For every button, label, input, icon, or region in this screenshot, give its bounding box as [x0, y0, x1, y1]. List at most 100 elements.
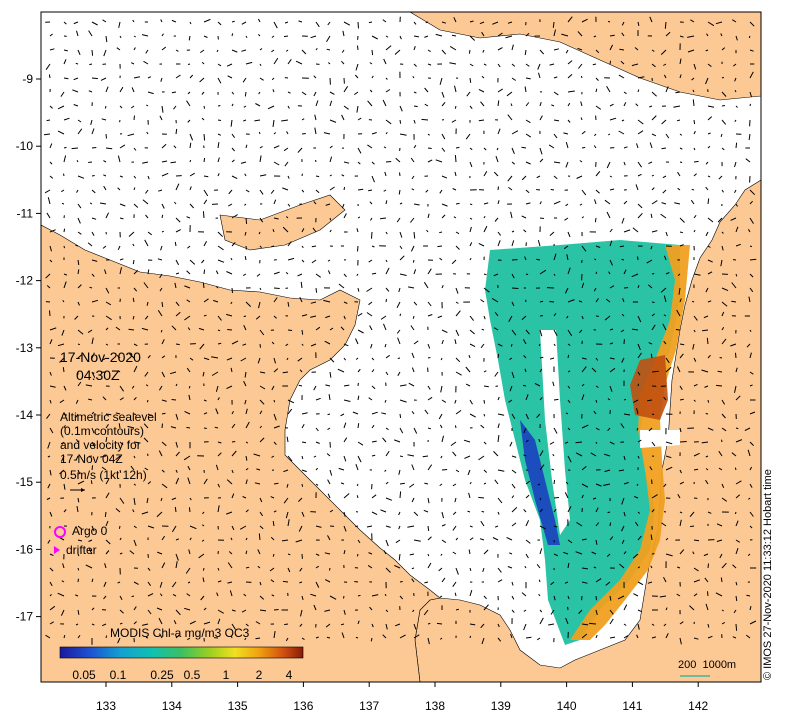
velocity-arrow: [215, 408, 219, 415]
velocity-arrow: [553, 119, 560, 122]
velocity-arrow: [75, 244, 79, 247]
velocity-arrow: [565, 412, 569, 415]
velocity-arrow: [312, 227, 317, 233]
velocity-arrow: [483, 215, 486, 219]
velocity-arrow: [679, 469, 682, 474]
velocity-arrow: [91, 49, 94, 56]
velocity-arrow: [549, 301, 555, 303]
velocity-arrow: [63, 385, 67, 391]
velocity-arrow: [259, 385, 266, 390]
velocity-arrow: [231, 20, 235, 23]
velocity-arrow: [186, 100, 191, 107]
velocity-arrow: [299, 296, 303, 303]
velocity-arrow: [253, 453, 261, 457]
velocity-arrow: [189, 21, 192, 25]
velocity-arrow: [651, 313, 655, 317]
velocity-arrow: [326, 453, 331, 457]
velocity-arrow: [91, 337, 94, 345]
velocity-arrow: [159, 581, 163, 588]
velocity-arrow: [105, 436, 108, 443]
velocity-arrow: [606, 161, 611, 169]
velocity-arrow: [701, 441, 709, 444]
velocity-arrow: [341, 203, 345, 209]
velocity-arrow: [735, 427, 739, 430]
velocity-arrow: [483, 63, 487, 66]
velocity-arrow: [441, 539, 447, 544]
velocity-arrow: [524, 565, 527, 569]
velocity-arrow: [91, 175, 95, 177]
velocity-arrow: [324, 340, 331, 345]
velocity-arrow: [424, 103, 429, 107]
velocity-arrow: [217, 580, 222, 583]
velocity-arrow: [117, 581, 121, 584]
velocity-arrow: [189, 142, 192, 149]
velocity-arrow: [231, 411, 234, 415]
velocity-arrow: [480, 424, 485, 429]
velocity-arrow: [553, 479, 556, 485]
velocity-arrow: [748, 35, 751, 39]
velocity-arrow: [427, 343, 431, 349]
velocity-arrow: [594, 199, 597, 205]
velocity-arrow: [156, 607, 163, 611]
velocity-arrow: [147, 413, 152, 417]
velocity-arrow: [57, 592, 65, 597]
velocity-arrow: [704, 577, 709, 583]
velocity-arrow: [357, 395, 360, 401]
velocity-arrow: [301, 118, 305, 121]
velocity-arrow: [426, 229, 429, 233]
velocity-arrow: [147, 581, 152, 586]
velocity-arrow: [607, 427, 611, 432]
velocity-arrow: [511, 329, 517, 336]
depth-scale-label: 200 1000m: [678, 659, 737, 671]
velocity-arrow: [399, 491, 402, 499]
velocity-arrow: [357, 147, 362, 154]
velocity-arrow: [511, 522, 517, 527]
velocity-arrow: [675, 329, 681, 331]
velocity-arrow: [506, 537, 513, 541]
velocity-arrow: [285, 272, 289, 275]
velocity-arrow: [287, 105, 290, 109]
velocity-arrow: [91, 465, 94, 471]
velocity-arrow: [552, 21, 555, 28]
x-tick-label: 139: [491, 699, 511, 713]
velocity-arrow: [226, 357, 233, 361]
velocity-arrow: [315, 287, 318, 293]
velocity-arrow: [595, 578, 602, 583]
velocity-arrow: [287, 59, 292, 65]
velocity-arrow: [705, 603, 709, 611]
velocity-arrow: [496, 147, 499, 151]
velocity-arrow: [75, 426, 79, 429]
velocity-arrow: [693, 214, 697, 219]
velocity-arrow: [492, 21, 499, 25]
velocity-arrow: [413, 35, 419, 38]
velocity-arrow: [283, 497, 289, 504]
velocity-arrow: [245, 35, 248, 38]
velocity-arrow: [116, 47, 121, 51]
velocity-arrow: [49, 427, 54, 434]
velocity-arrow: [427, 159, 433, 163]
velocity-arrow: [567, 299, 575, 303]
velocity-arrow: [77, 553, 80, 557]
velocity-arrow: [301, 228, 305, 233]
velocity-arrow: [283, 35, 289, 38]
velocity-arrow: [398, 287, 401, 293]
colorbar-tick-label: 0.25: [150, 668, 174, 682]
velocity-arrow: [525, 133, 532, 138]
velocity-arrow: [184, 410, 191, 415]
velocity-arrow: [439, 483, 443, 487]
velocity-arrow: [441, 91, 445, 98]
velocity-arrow: [175, 477, 180, 485]
velocity-arrow: [469, 590, 473, 597]
velocity-arrow: [102, 19, 107, 23]
velocity-arrow: [357, 45, 359, 51]
velocity-arrow: [383, 550, 387, 555]
velocity-arrow: [651, 230, 658, 233]
velocity-arrow: [385, 354, 390, 359]
velocity-arrow: [161, 33, 164, 37]
velocity-arrow: [357, 329, 364, 334]
velocity-arrow: [145, 49, 149, 54]
velocity-arrow: [469, 525, 473, 528]
velocity-arrow: [539, 525, 546, 530]
x-tick-label: 137: [359, 699, 379, 713]
